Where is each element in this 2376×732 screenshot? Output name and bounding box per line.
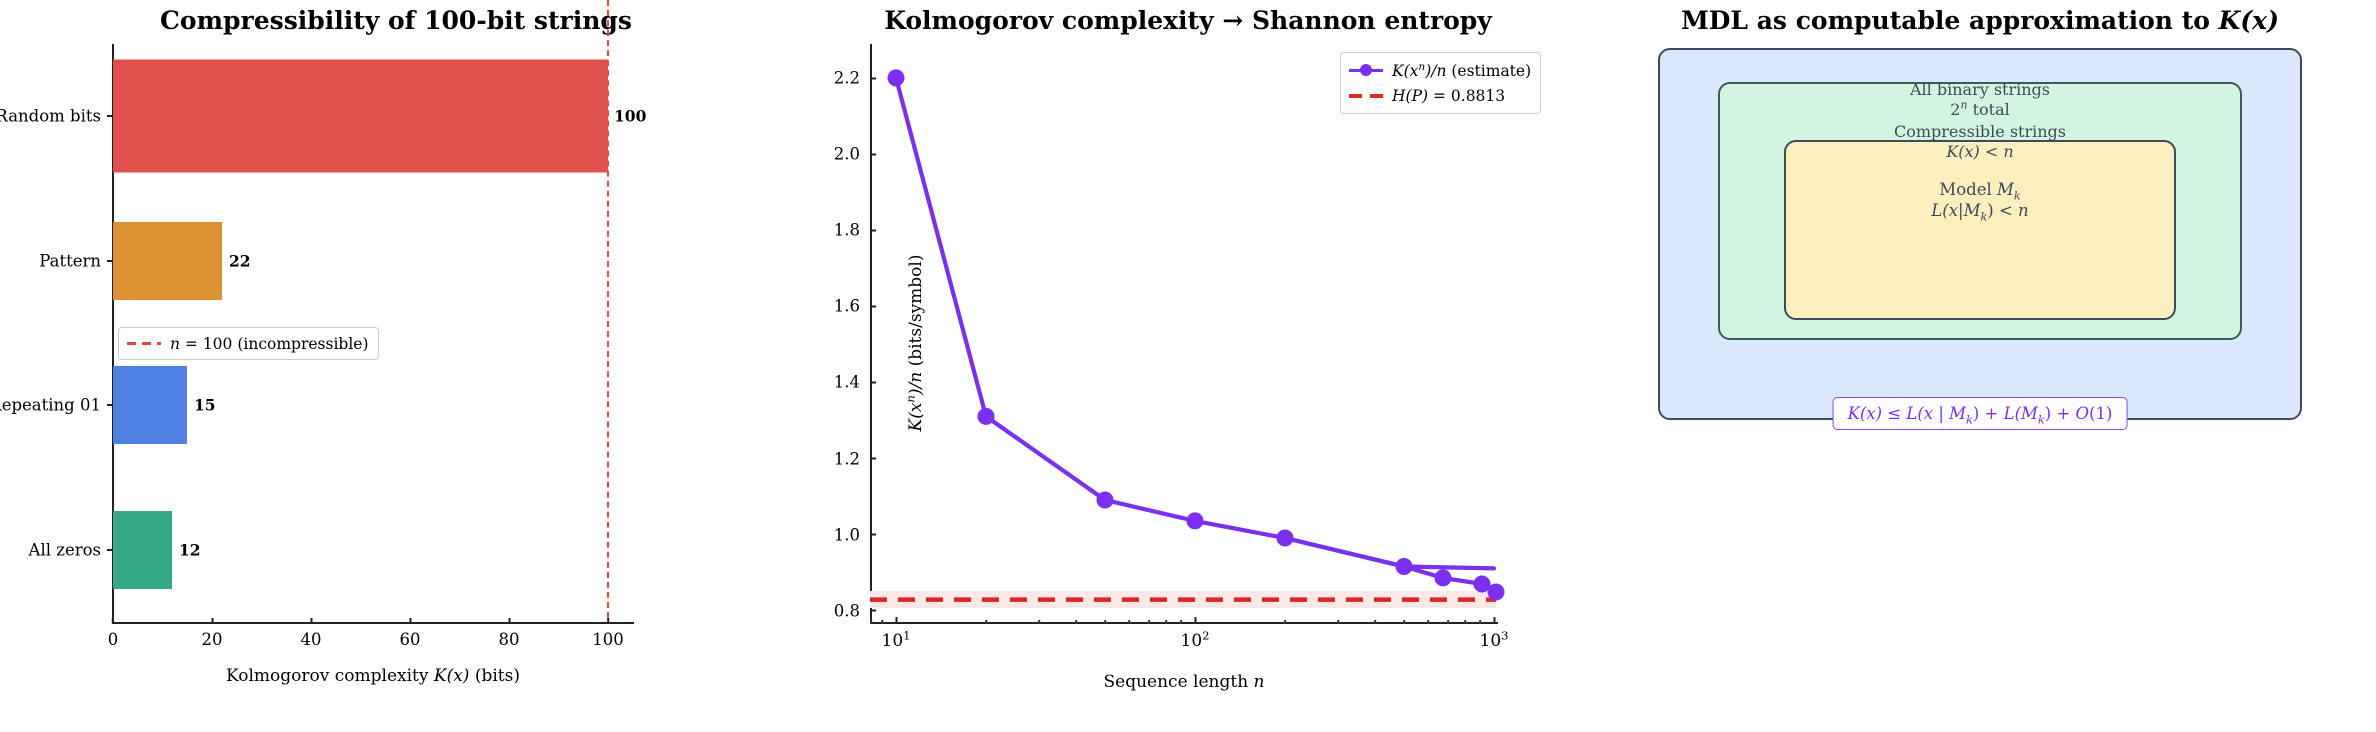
data-point [887,69,905,87]
y-tick-mark [107,259,112,262]
x-axis-spine [112,622,634,624]
bar-random-bits[interactable] [113,59,608,173]
y-tick-mark [107,404,112,407]
bar-category-label: Pattern [39,251,101,271]
bar-chart-axes: Random bits 100 Pattern 22 Repeating 01 … [0,0,646,624]
y-tick: 2.0 [834,145,876,164]
legend-label: H(P) = 0.8813 [1392,86,1506,105]
model-box[interactable] [1784,140,2176,320]
x-tick: 0 [108,618,118,649]
y-axis-spine [112,44,114,622]
x-tick: 102 [1181,617,1210,651]
mdl-inequality-annotation: K(x) ≤ L(x | Mk) + L(Mk) + O(1) [1832,397,2128,430]
line-chart-axes: 2.2 2.0 1.8 1.6 1.4 1.2 1.0 0.8 [834,44,1505,624]
y-tick: 1.8 [834,221,876,240]
bar-category-label: Repeating 01 [0,395,101,415]
dashed-line-swatch-icon [127,341,161,346]
bar-value-label: 100 [614,106,647,126]
data-point [1487,583,1505,601]
data-point [977,407,995,425]
bar-chart-x-ticks: 0 20 40 60 80 100 [108,618,634,664]
purple-line-marker-swatch-icon [1349,68,1383,73]
bar-category-label: Random bits [0,106,101,126]
x-tick: 80 [499,618,520,649]
data-point [1395,558,1413,575]
bar-pattern[interactable] [113,221,222,300]
data-point [1276,529,1294,547]
kolmogorov-estimate-line-tail [1282,535,1499,592]
x-tick: 40 [301,618,322,649]
mdl-diagram-title: MDL as computable approximation to K(x) [1681,6,2279,35]
bar-chart-title: Compressibility of 100-bit strings [160,6,632,35]
mdl-diagram-area: All binary strings 2n total Compressible… [1584,0,2376,732]
legend-entry-estimate: K(xn)/n (estimate) [1349,58,1531,83]
line-chart-y-axis-label: K(xn)/n (bits/symbol) [903,254,926,432]
bar-row: Random bits 100 [0,44,646,189]
line-chart-plot-area [870,69,1505,608]
legend-label: n = 100 (incompressible) [170,334,369,353]
panel-kolmogorov-to-entropy-line-chart: Kolmogorov complexity → Shannon entropy … [792,0,1584,732]
bar-value-label: 12 [179,540,201,560]
bar-row: Repeating 01 15 [0,333,632,478]
x-tick: 101 [882,617,911,651]
bar-all-zeros[interactable] [113,510,172,589]
bar-row: Pattern 22 [39,189,632,334]
bar-value-label: 22 [229,251,251,271]
y-tick: 1.4 [834,373,876,392]
legend-entry-incompressible: n = 100 (incompressible) [127,333,369,354]
line-chart-legend: K(xn)/n (estimate) H(P) = 0.8813 [1340,52,1542,114]
x-tick: 60 [400,618,421,649]
data-point [1186,512,1204,530]
y-tick: 0.8 [834,601,876,620]
data-point [1096,491,1114,509]
bar-repeating-01[interactable] [113,366,187,445]
line-chart-x-axis-label: Sequence length n [1103,672,1265,692]
panel-mdl-diagram: MDL as computable approximation to K(x) … [1584,0,2376,732]
panel-compressibility-bar-chart: Compressibility of 100-bit strings Rando… [0,0,792,732]
y-tick: 2.2 [834,69,876,88]
data-point [1473,575,1491,593]
bar-row: All zeros 12 [29,478,632,623]
line-chart-x-ticks: 101 102 103 [870,617,1509,668]
bar-chart-x-axis-label: Kolmogorov complexity K(x) (bits) [226,666,520,686]
dashed-line-swatch-icon [1349,93,1383,98]
bar-value-label: 15 [194,395,216,415]
kolmogorov-estimate-line [893,75,1497,571]
y-axis-spine [870,44,872,624]
bar-chart-legend: n = 100 (incompressible) [118,327,379,360]
incompressible-reference-line [607,0,609,618]
y-tick-mark [107,548,112,551]
x-tick: 20 [202,618,223,649]
x-tick: 100 [592,618,624,649]
bar-category-label: All zeros [28,540,101,560]
line-chart-title: Kolmogorov complexity → Shannon entropy [884,6,1492,35]
legend-label: K(xn)/n (estimate) [1392,60,1532,80]
all-binary-strings-caption: All binary strings 2n total [1909,80,2050,119]
y-tick: 1.2 [834,449,876,468]
model-caption: Model Mk L(x|Mk) < n [1931,180,2029,223]
y-tick: 1.6 [834,297,876,316]
compressible-strings-caption: Compressible strings K(x) < n [1893,122,2067,161]
kolmogorov-estimate-markers [887,69,1505,601]
legend-entry-entropy: H(P) = 0.8813 [1349,83,1531,108]
data-point [1434,569,1452,587]
y-tick-mark [107,115,112,118]
y-tick: 1.0 [834,525,876,544]
x-tick: 103 [1480,617,1509,651]
x-axis-spine [870,622,1498,624]
